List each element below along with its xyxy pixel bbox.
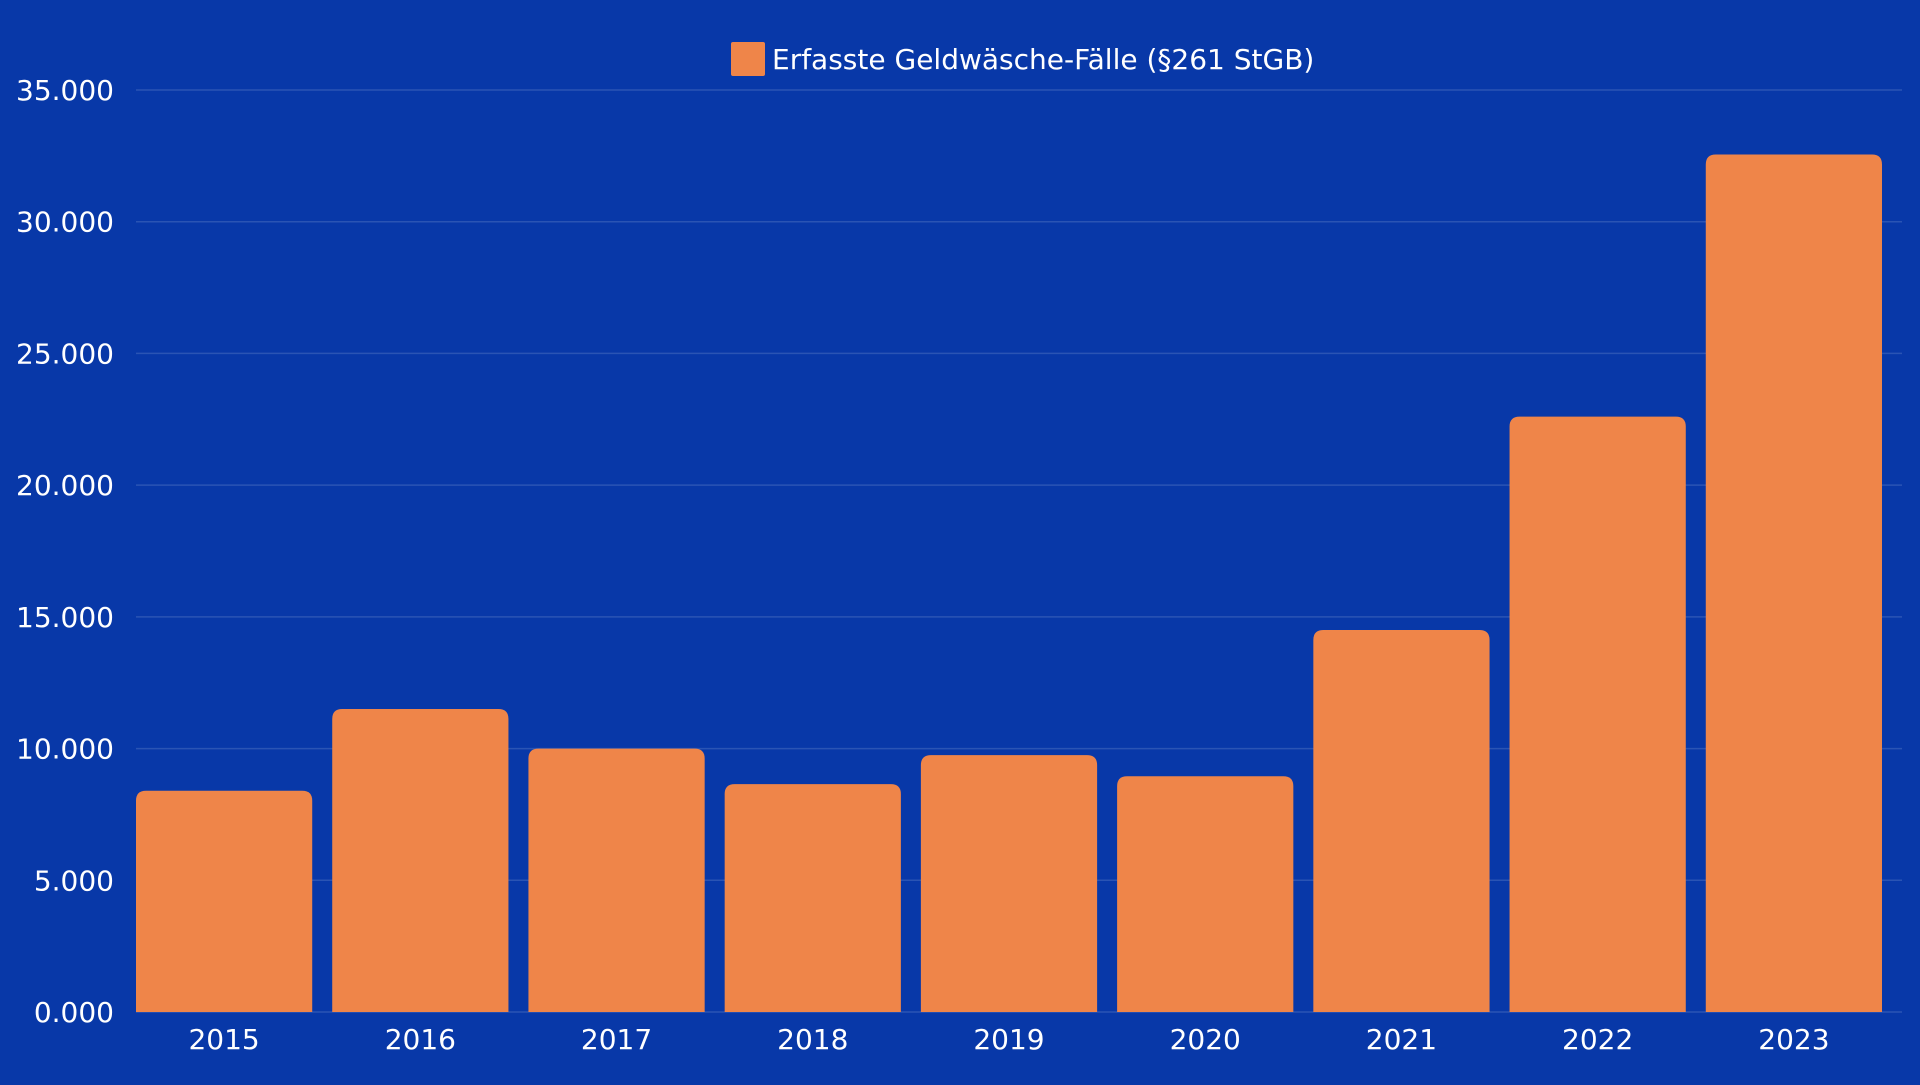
x-tick-label: 2017 [581, 1023, 652, 1056]
bar-2021[interactable] [1313, 630, 1490, 1012]
bar-2015[interactable] [136, 790, 313, 1012]
x-tick-label: 2020 [1170, 1023, 1241, 1056]
x-axis: 2015 2016 2017 2018 2019 2020 2021 2022 2023 [188, 1023, 1829, 1056]
bar-2018[interactable] [724, 784, 901, 1012]
y-tick-label: 0.000 [34, 996, 114, 1029]
bars [136, 154, 1882, 1013]
y-tick-label: 30.000 [16, 206, 114, 239]
bar-2023[interactable] [1705, 154, 1882, 1013]
bar-2020[interactable] [1117, 776, 1294, 1012]
x-tick-label: 2018 [777, 1023, 848, 1056]
legend-label: Erfasste Geldwäsche-Fälle (§261 StGB) [772, 43, 1314, 76]
x-tick-label: 2019 [973, 1023, 1044, 1056]
bar-2017[interactable] [528, 748, 705, 1012]
y-tick-label: 25.000 [16, 337, 114, 370]
y-tick-label: 35.000 [16, 74, 114, 107]
legend-swatch [731, 42, 765, 76]
y-tick-label: 15.000 [16, 601, 114, 634]
x-tick-label: 2021 [1366, 1023, 1437, 1056]
legend[interactable]: Erfasste Geldwäsche-Fälle (§261 StGB) [731, 42, 1314, 76]
y-axis: 0.000 5.000 10.000 15.000 20.000 25.000 30.000… [16, 74, 114, 1029]
bar-2016[interactable] [332, 709, 509, 1012]
y-tick-label: 5.000 [34, 864, 114, 897]
x-tick-label: 2022 [1562, 1023, 1633, 1056]
x-tick-label: 2023 [1758, 1023, 1829, 1056]
x-tick-label: 2015 [188, 1023, 259, 1056]
x-tick-label: 2016 [385, 1023, 456, 1056]
bar-2019[interactable] [920, 755, 1098, 1012]
bar-2022[interactable] [1509, 416, 1686, 1012]
y-tick-label: 20.000 [16, 469, 114, 502]
y-tick-label: 10.000 [16, 733, 114, 766]
